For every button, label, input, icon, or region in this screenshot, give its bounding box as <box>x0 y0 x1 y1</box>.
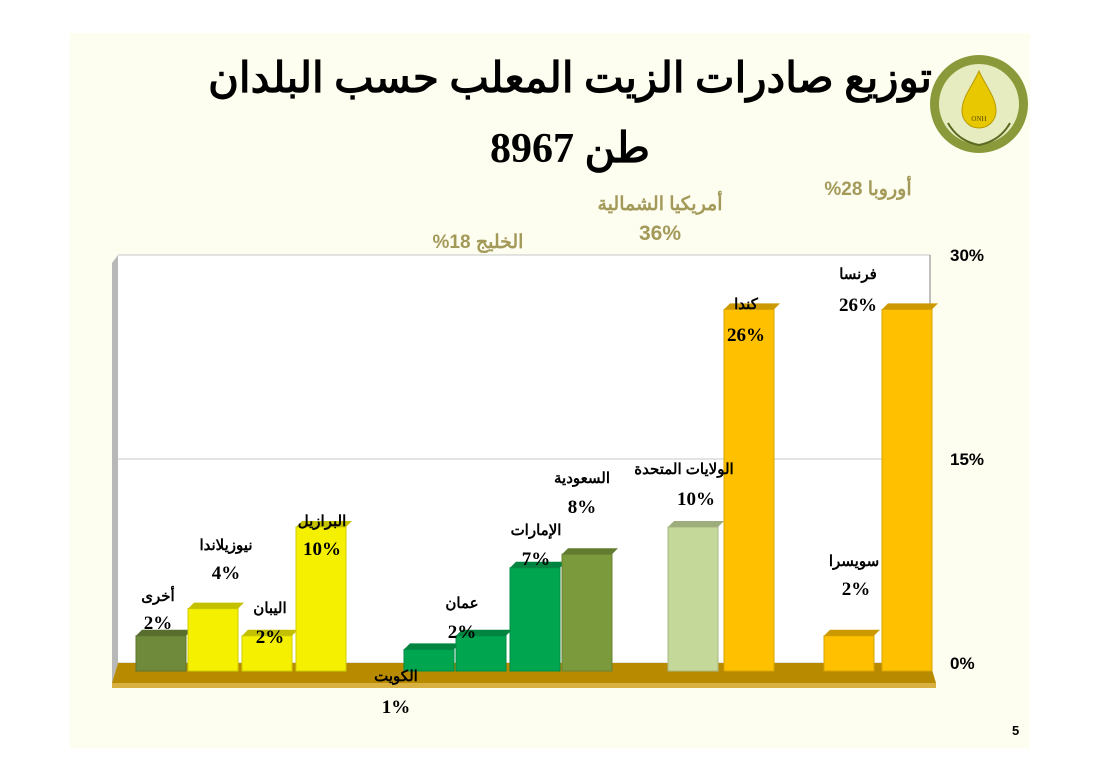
category-label: الكويت <box>374 668 418 685</box>
bar <box>561 553 613 672</box>
y-tick-label: 15% <box>950 450 984 469</box>
region-europe: أوروبا 28% <box>824 179 912 200</box>
bar-chart: 0% 15% 30% أخرى 2% نيوزيلاندا 4% اليبان 2% البراز… <box>112 246 984 718</box>
category-label: أخرى <box>141 585 174 605</box>
bar <box>455 635 507 672</box>
value-label: 26% <box>839 295 877 316</box>
region-gulf: الخليج 18% <box>432 232 524 253</box>
value-label: 2% <box>842 579 871 600</box>
value-label: 2% <box>144 613 173 634</box>
bar <box>667 526 719 672</box>
bar-top <box>882 303 938 310</box>
bar <box>241 635 293 672</box>
bar-top <box>136 629 192 636</box>
value-label: 26% <box>727 325 765 346</box>
y-tick-label: 0% <box>950 654 975 673</box>
category-label: عمان <box>445 595 478 612</box>
category-label: اليبان <box>253 600 286 617</box>
value-label: 1% <box>382 697 411 718</box>
value-label: 4% <box>212 563 241 584</box>
category-label: فرنسا <box>839 266 877 283</box>
value-label: 10% <box>303 539 341 560</box>
value-label: 10% <box>677 489 715 510</box>
page-number: 5 <box>1012 723 1020 738</box>
bar-top <box>562 548 618 555</box>
bar <box>509 567 561 672</box>
chart-title: توزيع صادرات الزيت المعلب حسب البلدان <box>208 56 932 102</box>
value-label: 2% <box>256 627 285 648</box>
bar-top <box>456 629 512 636</box>
bar <box>187 608 239 672</box>
onh-logo: ONH <box>930 55 1028 153</box>
bar-top <box>510 561 566 568</box>
bar-top <box>724 303 780 310</box>
bar-top <box>668 521 724 527</box>
bar <box>295 526 347 672</box>
y-tick-label: 30% <box>950 246 984 265</box>
category-label: نيوزيلاندا <box>199 537 252 554</box>
category-label: سويسرا <box>829 553 879 570</box>
left-wall <box>112 255 118 683</box>
bar-top <box>404 643 460 650</box>
value-label: 7% <box>522 549 551 570</box>
bar <box>881 308 933 672</box>
region-north-america: أمريكيا الشمالية 36% <box>597 194 723 245</box>
bar <box>723 308 775 672</box>
logo-text: ONH <box>971 115 986 123</box>
bar-top <box>242 629 298 636</box>
chart-subtitle: 8967 طن <box>490 126 650 172</box>
category-label: البرازيل <box>298 513 347 530</box>
value-label: 8% <box>568 497 597 518</box>
slide: توزيع صادرات الزيت المعلب حسب البلدان 89… <box>70 33 1030 748</box>
bar <box>823 635 875 672</box>
value-label: 2% <box>448 622 477 643</box>
bar-top <box>824 629 880 636</box>
category-label: الولايات المتحدة <box>634 461 733 478</box>
category-label: الإمارات <box>511 522 562 539</box>
category-label: السعودية <box>554 470 610 487</box>
bar <box>135 635 187 672</box>
bar-top <box>188 602 244 609</box>
chart-floor-edge <box>112 683 936 688</box>
bar-top <box>296 521 352 527</box>
category-label: كندا <box>734 296 759 313</box>
